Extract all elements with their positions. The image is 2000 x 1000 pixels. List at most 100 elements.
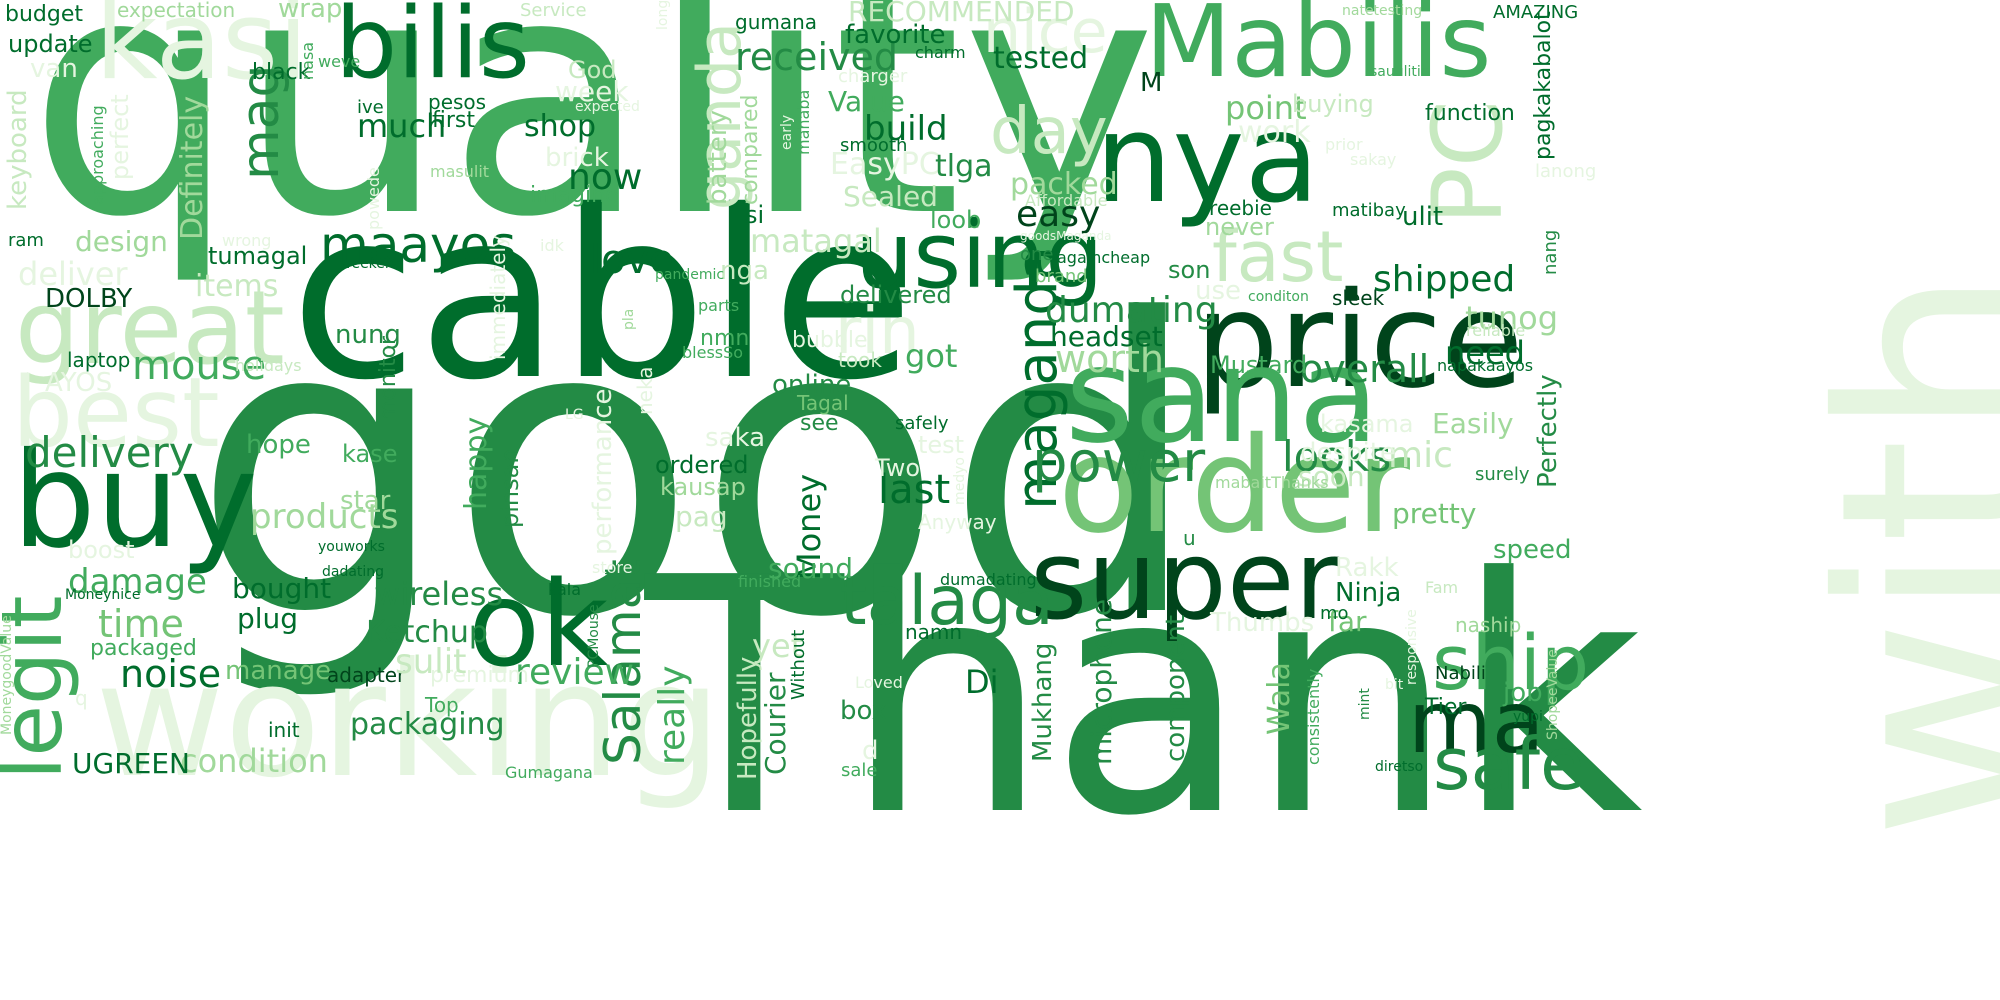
word-component: component bbox=[1161, 614, 1191, 762]
word-ma: ma bbox=[1408, 673, 1545, 773]
word-kasi: kasi bbox=[95, 0, 309, 104]
word-napakaayos: napakaayos bbox=[1437, 356, 1534, 375]
word-sulit: sulit bbox=[395, 642, 467, 682]
word-pla: pla bbox=[621, 308, 637, 330]
word-sana: sana bbox=[1065, 319, 1380, 473]
word-lg: LG bbox=[565, 407, 584, 423]
word-gumagana: Gumagana bbox=[505, 763, 593, 782]
word-black: black bbox=[252, 60, 311, 85]
word-point: point bbox=[1225, 89, 1307, 127]
word-goodsmaganda: goodsMaganda bbox=[1020, 229, 1112, 243]
word-ketchup: Ketchup bbox=[366, 615, 488, 650]
word-ulit: ulit bbox=[1402, 202, 1444, 232]
word-dumadating: dumadating bbox=[940, 570, 1037, 589]
word-happy: happy bbox=[459, 416, 494, 510]
word-dadating: dadating bbox=[322, 564, 385, 580]
word-sauulitin: sauulitin bbox=[1370, 64, 1430, 80]
word-conditon: conditon bbox=[1248, 289, 1309, 305]
word-brick: brick bbox=[545, 143, 609, 173]
word-good: good bbox=[192, 234, 1202, 706]
word-function: function bbox=[1425, 101, 1515, 126]
word-nung: nung bbox=[335, 320, 401, 350]
word-damage: damage bbox=[68, 562, 207, 602]
word-favorite: favorite bbox=[845, 20, 946, 50]
word-nga: nga bbox=[720, 256, 769, 286]
word-plug: plug bbox=[237, 602, 299, 635]
word-di: Di bbox=[965, 663, 999, 701]
word-looks: looks bbox=[1282, 432, 1392, 481]
word-using: using bbox=[855, 202, 1104, 309]
word-perfect: perfect bbox=[106, 94, 134, 180]
word-idk: idk bbox=[540, 236, 564, 255]
word-sealed: Sealed bbox=[843, 180, 938, 213]
word-immediately: immediately bbox=[486, 235, 510, 360]
word-pretty: pretty bbox=[1392, 497, 1477, 530]
word-fast: fast bbox=[1212, 216, 1344, 298]
word-loob: loob bbox=[930, 206, 982, 234]
word-m: M bbox=[1140, 68, 1163, 98]
word-sakay: sakay bbox=[1350, 150, 1397, 169]
word-laptop: laptop bbox=[67, 348, 131, 372]
word-god: God bbox=[568, 56, 617, 84]
word-tunog: tunog bbox=[1465, 299, 1558, 337]
word-design: design bbox=[75, 225, 168, 258]
word-one: one bbox=[1020, 244, 1054, 265]
word-ram: ram bbox=[8, 230, 44, 251]
word-neka: neka bbox=[633, 366, 657, 415]
word-premium: premium bbox=[430, 663, 529, 688]
word-work: work bbox=[1238, 115, 1311, 150]
word-mustard: Mustard bbox=[1210, 351, 1308, 379]
word-update: update bbox=[8, 30, 93, 58]
word-never: never bbox=[1205, 213, 1274, 241]
word-quality: quality bbox=[28, 0, 1157, 289]
word-tagal: Tagal bbox=[797, 391, 849, 415]
word-products: products bbox=[250, 497, 399, 537]
word-adapter: adapter bbox=[327, 663, 406, 687]
word-nya: nya bbox=[1095, 88, 1320, 230]
word-recommended: RECOMMENDED bbox=[848, 0, 1075, 28]
word-delivery: delivery bbox=[25, 428, 194, 477]
word-wireless: wireless bbox=[374, 575, 504, 613]
word-d: d bbox=[862, 736, 879, 766]
word-pagkakabalot: pagkakabalot bbox=[1531, 11, 1556, 160]
word-bought: bought bbox=[232, 572, 332, 605]
word-speed: speed bbox=[1493, 535, 1572, 565]
word-mouse: mouse bbox=[132, 343, 267, 389]
word-kasama: kasama bbox=[1320, 410, 1414, 438]
word-delivered: delivered bbox=[840, 281, 952, 309]
word-packaging: packaging bbox=[350, 707, 505, 742]
word-weekend: weekend bbox=[340, 256, 403, 272]
word-ship: ship bbox=[1432, 618, 1590, 707]
word-mabilis: Mabilis bbox=[1145, 0, 1492, 100]
word-test: test bbox=[918, 431, 965, 459]
word-expected: expected bbox=[575, 99, 640, 115]
word-items: items bbox=[195, 269, 279, 304]
word-responsive: responsive bbox=[1404, 609, 1420, 685]
word-buy: buy bbox=[12, 424, 258, 578]
word-lanong: lanong bbox=[1535, 161, 1597, 182]
word-wrong: wrong bbox=[222, 231, 272, 250]
word-pag: pag bbox=[675, 500, 728, 533]
word-charm: charm bbox=[915, 43, 966, 62]
word-dolby: DOLBY bbox=[45, 284, 133, 314]
word-got: got bbox=[905, 337, 958, 375]
word-approaching: approaching bbox=[88, 105, 107, 205]
word-namn: namn bbox=[905, 620, 963, 644]
word-van: van bbox=[30, 54, 78, 84]
word-kala: kala bbox=[548, 580, 582, 599]
word-charger: charger bbox=[838, 66, 908, 87]
word-rakk: Rakk bbox=[1335, 553, 1399, 583]
word-si: si bbox=[745, 201, 765, 229]
word-safe: safe bbox=[1433, 722, 1585, 806]
word-sound: sound bbox=[768, 552, 853, 585]
word-hope: hope bbox=[246, 430, 311, 460]
word-definitely: Definitely bbox=[175, 95, 210, 240]
word-tested: tested bbox=[993, 41, 1089, 76]
word-first: first bbox=[432, 108, 475, 133]
word-surely: surely bbox=[1475, 464, 1530, 485]
word-brand: brand bbox=[1035, 266, 1088, 287]
word-yet: yet bbox=[752, 627, 804, 665]
word-performance: performance bbox=[588, 388, 618, 555]
word-fam: Fam bbox=[1425, 578, 1459, 597]
